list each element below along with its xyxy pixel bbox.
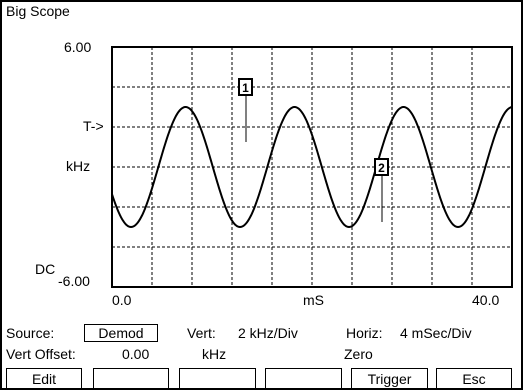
cursor-2-marker[interactable]: 2	[374, 158, 389, 222]
cursor-1-label: 1	[242, 81, 249, 95]
x-axis-units-label: mS	[303, 292, 324, 308]
source-select[interactable]: Demod	[84, 324, 158, 342]
trigger-softkey[interactable]: Trigger	[351, 368, 428, 388]
horiz-scale-value: 4 mSec/Div	[400, 325, 472, 341]
cursor-1-marker[interactable]: 1	[238, 78, 253, 142]
cursor-2-label: 2	[378, 161, 385, 175]
vert-scale-value: 2 kHz/Div	[238, 325, 298, 341]
y-axis-bottom-label: -6.00	[58, 273, 90, 289]
vert-offset-unit: kHz	[202, 346, 227, 362]
vert-label: Vert:	[187, 325, 216, 341]
x-axis-start-label: 0.0	[112, 292, 132, 308]
esc-softkey[interactable]: Esc	[436, 368, 512, 388]
coupling-label: DC	[35, 261, 56, 277]
zero-label: Zero	[344, 346, 373, 362]
signal-trace	[111, 106, 513, 229]
scope-grid	[112, 47, 512, 287]
vert-offset-label: Vert Offset:	[6, 346, 76, 362]
trigger-level-label: T->	[83, 118, 104, 134]
x-axis-end-label: 40.0	[472, 292, 500, 308]
softkey-4[interactable]	[265, 368, 342, 388]
softkey-2[interactable]	[93, 368, 169, 388]
y-axis-units-label: kHz	[66, 158, 91, 174]
softkey-3[interactable]	[179, 368, 256, 388]
vert-offset-value: 0.00	[122, 346, 150, 362]
edit-softkey[interactable]: Edit	[6, 368, 82, 388]
horiz-label: Horiz:	[346, 325, 383, 341]
window-title: Big Scope	[6, 3, 70, 19]
source-label: Source:	[6, 325, 55, 341]
y-axis-top-label: 6.00	[64, 39, 92, 55]
